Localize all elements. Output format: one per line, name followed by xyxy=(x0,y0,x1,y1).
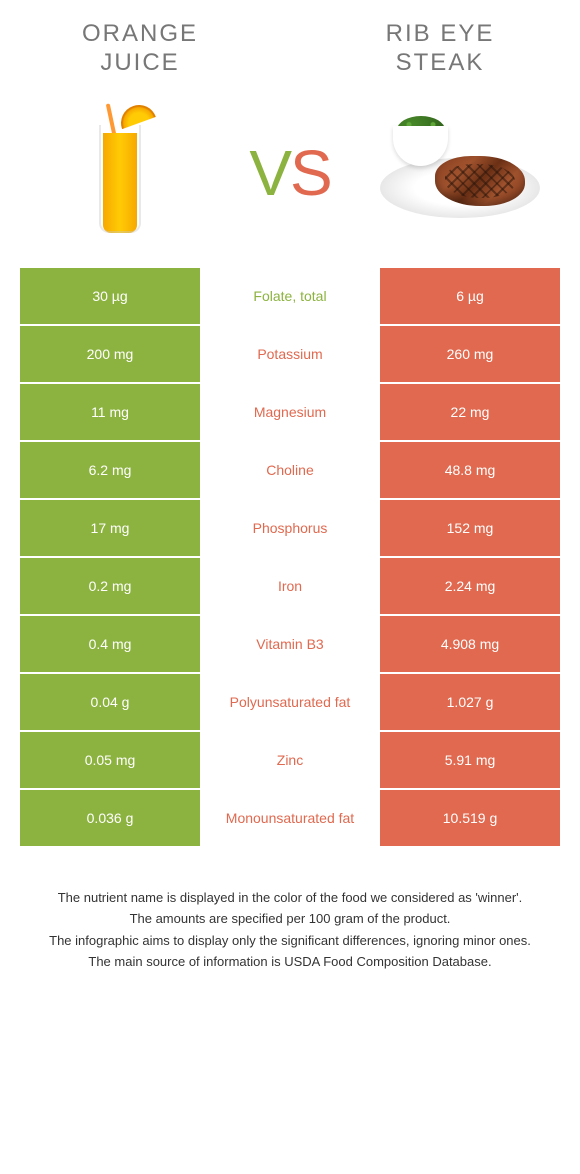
value-left: 0.2 mg xyxy=(20,558,200,614)
table-row: 30 µgFolate, total6 µg xyxy=(20,268,560,324)
value-right: 1.027 g xyxy=(380,674,560,730)
value-left: 0.036 g xyxy=(20,790,200,846)
vs-s: S xyxy=(290,137,331,209)
nutrient-label: Monounsaturated fat xyxy=(200,790,380,846)
footer-notes: The nutrient name is displayed in the co… xyxy=(0,848,580,994)
value-left: 30 µg xyxy=(20,268,200,324)
value-right: 260 mg xyxy=(380,326,560,382)
table-row: 200 mgPotassium260 mg xyxy=(20,326,560,382)
value-left: 17 mg xyxy=(20,500,200,556)
table-row: 17 mgPhosphorus152 mg xyxy=(20,500,560,556)
table-row: 0.05 mgZinc5.91 mg xyxy=(20,732,560,788)
nutrient-label: Vitamin B3 xyxy=(200,616,380,672)
nutrient-label: Choline xyxy=(200,442,380,498)
footer-line: The main source of information is USDA F… xyxy=(30,952,550,972)
vs-label: VS xyxy=(249,136,330,210)
table-row: 0.4 mgVitamin B34.908 mg xyxy=(20,616,560,672)
table-row: 0.04 gPolyunsaturated fat1.027 g xyxy=(20,674,560,730)
nutrient-table: 30 µgFolate, total6 µg200 mgPotassium260… xyxy=(0,268,580,846)
orange-juice-image xyxy=(30,98,210,248)
value-right: 152 mg xyxy=(380,500,560,556)
nutrient-label: Folate, total xyxy=(200,268,380,324)
value-right: 48.8 mg xyxy=(380,442,560,498)
value-right: 10.519 g xyxy=(380,790,560,846)
value-right: 22 mg xyxy=(380,384,560,440)
value-left: 0.4 mg xyxy=(20,616,200,672)
value-right: 6 µg xyxy=(380,268,560,324)
images-row: VS xyxy=(0,88,580,268)
value-left: 0.05 mg xyxy=(20,732,200,788)
table-row: 0.036 gMonounsaturated fat10.519 g xyxy=(20,790,560,846)
nutrient-label: Polyunsaturated fat xyxy=(200,674,380,730)
food-right-title: RIB EYE STEAK xyxy=(340,20,540,78)
value-right: 5.91 mg xyxy=(380,732,560,788)
steak-image xyxy=(370,98,550,248)
table-row: 0.2 mgIron2.24 mg xyxy=(20,558,560,614)
nutrient-label: Magnesium xyxy=(200,384,380,440)
value-left: 11 mg xyxy=(20,384,200,440)
footer-line: The nutrient name is displayed in the co… xyxy=(30,888,550,908)
nutrient-label: Phosphorus xyxy=(200,500,380,556)
header: ORANGE JUICE RIB EYE STEAK xyxy=(0,0,580,88)
value-right: 2.24 mg xyxy=(380,558,560,614)
value-left: 200 mg xyxy=(20,326,200,382)
vs-v: V xyxy=(249,137,290,209)
table-row: 11 mgMagnesium22 mg xyxy=(20,384,560,440)
footer-line: The infographic aims to display only the… xyxy=(30,931,550,951)
value-left: 0.04 g xyxy=(20,674,200,730)
value-left: 6.2 mg xyxy=(20,442,200,498)
footer-line: The amounts are specified per 100 gram o… xyxy=(30,909,550,929)
food-left-title: ORANGE JUICE xyxy=(40,20,240,78)
nutrient-label: Potassium xyxy=(200,326,380,382)
table-row: 6.2 mgCholine48.8 mg xyxy=(20,442,560,498)
nutrient-label: Zinc xyxy=(200,732,380,788)
nutrient-label: Iron xyxy=(200,558,380,614)
value-right: 4.908 mg xyxy=(380,616,560,672)
